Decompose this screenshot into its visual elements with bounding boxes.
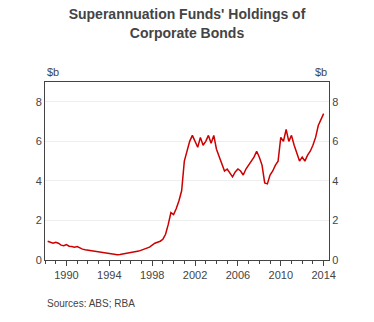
svg-text:2010: 2010 — [269, 269, 293, 281]
svg-text:Sources: ABS; RBA: Sources: ABS; RBA — [47, 298, 135, 309]
svg-text:4: 4 — [332, 175, 338, 187]
svg-text:2014: 2014 — [311, 269, 335, 281]
svg-text:6: 6 — [36, 135, 42, 147]
svg-text:8: 8 — [36, 96, 42, 108]
svg-text:$b: $b — [315, 66, 327, 78]
svg-text:4: 4 — [36, 175, 42, 187]
svg-text:2: 2 — [332, 214, 338, 226]
svg-text:6: 6 — [332, 135, 338, 147]
svg-text:1994: 1994 — [97, 269, 121, 281]
svg-text:1998: 1998 — [140, 269, 164, 281]
svg-text:$b: $b — [47, 66, 59, 78]
svg-text:0: 0 — [332, 254, 338, 266]
svg-text:2006: 2006 — [226, 269, 250, 281]
svg-text:8: 8 — [332, 96, 338, 108]
svg-text:0: 0 — [36, 254, 42, 266]
svg-text:2: 2 — [36, 214, 42, 226]
svg-text:Superannuation Funds' Holdings: Superannuation Funds' Holdings ofCorpora… — [69, 6, 306, 40]
svg-text:2002: 2002 — [183, 269, 207, 281]
svg-text:1990: 1990 — [54, 269, 78, 281]
